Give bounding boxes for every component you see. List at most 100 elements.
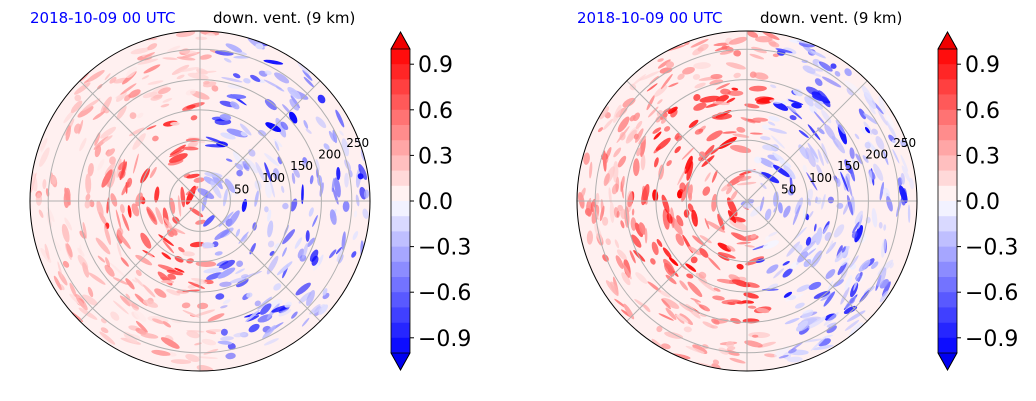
- field-layer: [578, 31, 914, 371]
- field-cell: [186, 330, 200, 339]
- field-cell: [113, 300, 129, 315]
- field-cell: [620, 220, 625, 229]
- field-cell: [161, 252, 172, 260]
- field-cell: [301, 184, 304, 205]
- field-cell: [589, 161, 593, 179]
- field-cell: [302, 69, 313, 81]
- field-cell: [773, 206, 777, 213]
- field-cell: [688, 119, 699, 128]
- field-cell: [605, 238, 611, 246]
- field-cell: [858, 259, 871, 272]
- field-cell: [169, 153, 188, 163]
- field-cell: [232, 73, 241, 79]
- field-cell: [257, 129, 267, 137]
- field-cell: [160, 103, 170, 108]
- field-cell: [783, 205, 791, 218]
- field-cell: [262, 325, 276, 340]
- field-cell: [267, 220, 274, 238]
- field-cell: [661, 343, 671, 350]
- field-cell: [807, 142, 819, 160]
- field-cell: [900, 154, 909, 172]
- field-cell: [162, 321, 172, 328]
- field-cell: [317, 94, 326, 104]
- field-cell: [639, 71, 660, 81]
- field-cell: [752, 334, 759, 338]
- field-cell: [725, 62, 746, 70]
- field-cell: [97, 255, 106, 263]
- field-cell: [52, 238, 62, 252]
- field-cell: [747, 305, 757, 309]
- field-cell: [849, 255, 859, 268]
- field-cell: [82, 98, 101, 111]
- polar-frame: [576, 30, 918, 372]
- field-cell: [668, 82, 679, 88]
- field-cell: [264, 70, 272, 76]
- field-cell: [118, 161, 127, 171]
- radial-tick-label: 50: [781, 182, 796, 196]
- field-cell: [278, 309, 292, 317]
- field-cell: [767, 121, 776, 126]
- field-cell: [861, 128, 867, 135]
- field-cell: [274, 141, 280, 151]
- field-cell: [197, 188, 215, 200]
- field-cell: [730, 189, 738, 201]
- field-cell: [101, 169, 113, 188]
- colorbar-segment: [391, 49, 410, 65]
- field-cell: [846, 176, 853, 197]
- field-cell: [270, 299, 283, 308]
- field-cell: [53, 275, 62, 291]
- angular-gridline: [199, 80, 321, 202]
- field-cell: [748, 85, 767, 92]
- field-cell: [844, 80, 861, 94]
- field-cell: [190, 115, 198, 121]
- field-cell: [255, 162, 266, 182]
- field-cell: [655, 115, 662, 123]
- field-cell: [864, 141, 871, 149]
- field-cell: [82, 222, 87, 239]
- field-cell: [679, 302, 694, 313]
- field-cell: [907, 204, 911, 223]
- field-cell: [217, 267, 236, 279]
- field-cell: [142, 299, 159, 308]
- field-cell: [51, 175, 57, 185]
- field-cell: [303, 76, 315, 88]
- field-cell: [740, 117, 756, 124]
- field-cell: [225, 352, 236, 360]
- field-cell: [702, 321, 715, 329]
- field-cell: [42, 179, 47, 190]
- colorbar-extend-max: [937, 31, 958, 50]
- field-cell: [282, 202, 289, 210]
- field-cell: [830, 63, 837, 69]
- field-cell: [116, 105, 127, 120]
- field-cell: [808, 210, 814, 219]
- field-cell: [754, 96, 774, 104]
- colorbar-tick-label: −0.9: [965, 327, 1018, 352]
- field-cell: [336, 167, 341, 180]
- field-cell: [787, 356, 803, 363]
- field-cell: [289, 98, 299, 111]
- field-cell: [638, 222, 646, 235]
- field-cell: [267, 209, 272, 222]
- field-cell: [810, 50, 826, 59]
- colorbar-tick-label: 0.6: [965, 99, 1000, 124]
- field-cell: [697, 278, 716, 292]
- field-cell: [254, 190, 259, 207]
- field-cell: [152, 135, 159, 142]
- field-cell: [187, 140, 199, 148]
- field-cell: [635, 272, 648, 284]
- field-cell: [803, 258, 812, 268]
- field-cell: [674, 132, 680, 140]
- field-cell: [826, 325, 837, 334]
- field-cell: [201, 242, 215, 249]
- field-cell: [309, 175, 314, 185]
- field-cell: [293, 167, 300, 178]
- field-cell: [834, 70, 841, 77]
- field-cell: [147, 80, 164, 85]
- field-cell: [291, 172, 296, 185]
- field-cell: [752, 117, 769, 122]
- field-cell: [697, 43, 709, 52]
- colorbar-tick-label: 0.6: [418, 99, 453, 124]
- field-cell: [190, 277, 206, 282]
- field-cell: [712, 101, 730, 106]
